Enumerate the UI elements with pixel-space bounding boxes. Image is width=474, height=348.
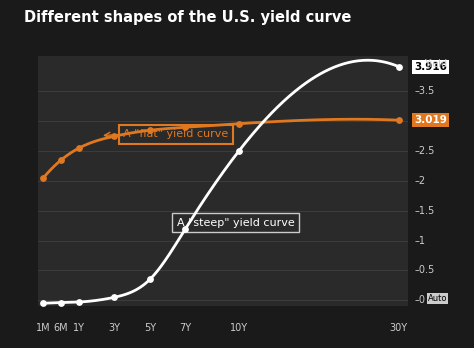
Text: A "flat" yield curve: A "flat" yield curve xyxy=(123,129,228,140)
Text: –1.5: –1.5 xyxy=(414,206,435,216)
Text: 3.019: 3.019 xyxy=(414,115,447,125)
Text: Yield: Yield xyxy=(424,59,447,69)
Point xyxy=(235,148,243,154)
Text: Different shapes of the U.S. yield curve: Different shapes of the U.S. yield curve xyxy=(24,10,351,25)
Text: –0.5: –0.5 xyxy=(414,266,435,276)
Point xyxy=(39,300,47,306)
Text: Auto: Auto xyxy=(428,294,447,303)
Text: 7Y: 7Y xyxy=(179,323,191,333)
Text: –1: –1 xyxy=(414,236,425,246)
Text: –2.5: –2.5 xyxy=(414,146,435,156)
Point xyxy=(182,125,189,130)
Text: 5Y: 5Y xyxy=(144,323,156,333)
Text: 10Y: 10Y xyxy=(230,323,248,333)
Text: 1Y: 1Y xyxy=(73,323,85,333)
Point xyxy=(57,300,65,306)
Point xyxy=(146,277,154,282)
Point xyxy=(235,121,243,126)
Point xyxy=(146,127,154,133)
Point xyxy=(395,64,402,70)
Point xyxy=(110,294,118,300)
Text: 3.916: 3.916 xyxy=(414,62,447,72)
Text: –3: –3 xyxy=(414,116,425,126)
Point xyxy=(75,145,82,151)
Point xyxy=(75,299,82,305)
Point xyxy=(57,157,65,163)
Text: –3.5: –3.5 xyxy=(414,86,435,96)
Text: –2: –2 xyxy=(414,176,425,186)
Point xyxy=(182,226,189,231)
Point xyxy=(110,133,118,139)
Text: 6M: 6M xyxy=(54,323,68,333)
Text: 3Y: 3Y xyxy=(109,323,120,333)
Text: 1M: 1M xyxy=(36,323,51,333)
Text: 30Y: 30Y xyxy=(390,323,408,333)
Text: A "steep" yield curve: A "steep" yield curve xyxy=(176,218,294,228)
Point xyxy=(395,117,402,123)
Point xyxy=(39,175,47,181)
Text: –0: –0 xyxy=(414,295,425,305)
